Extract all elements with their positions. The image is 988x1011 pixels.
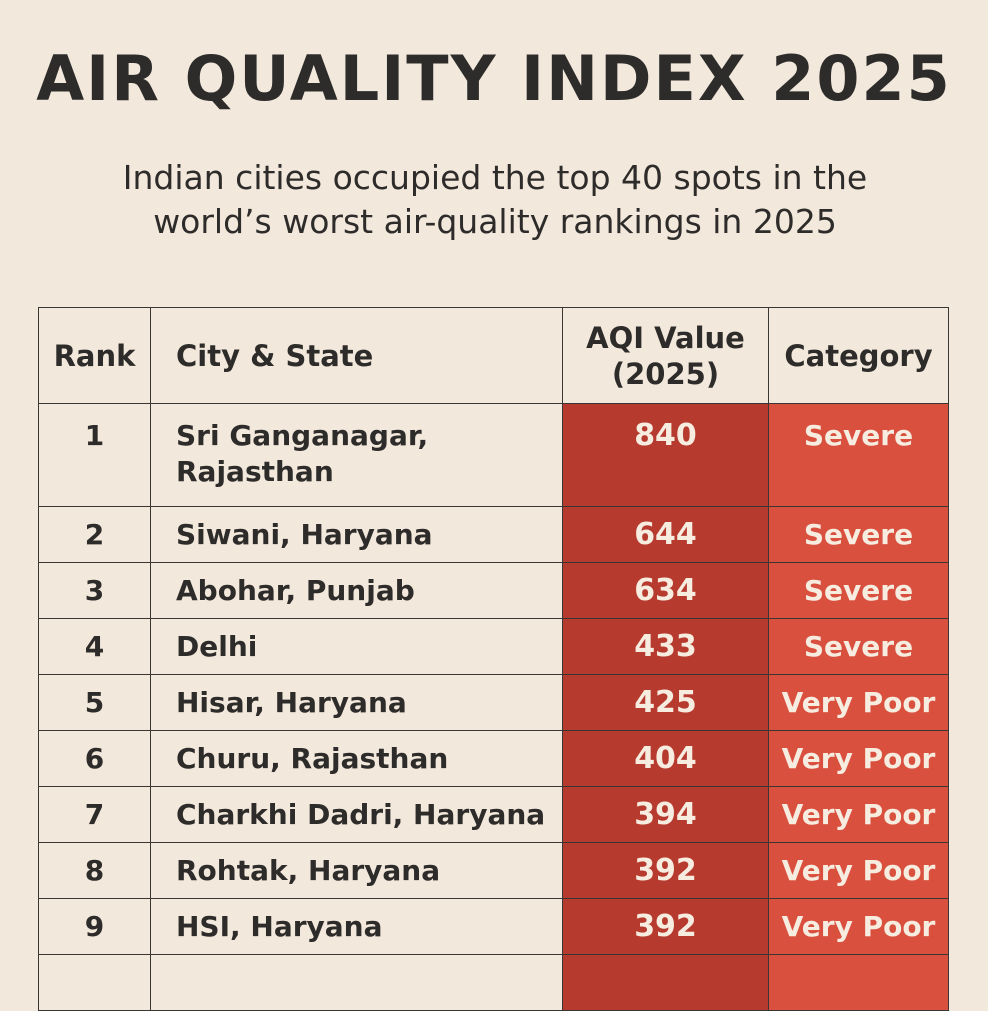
aqi-cell: 425 bbox=[562, 674, 769, 731]
aqi-cell: 394 bbox=[562, 786, 769, 843]
rank-cell: 3 bbox=[38, 562, 151, 619]
table-row: 4 Delhi 433 Severe bbox=[38, 618, 949, 675]
empty-cell bbox=[38, 954, 151, 1011]
aqi-cell: 433 bbox=[562, 618, 769, 675]
header-category: Category bbox=[768, 307, 949, 404]
empty-cell bbox=[150, 954, 563, 1011]
city-cell: Charkhi Dadri, Haryana bbox=[150, 786, 563, 843]
category-cell: Severe bbox=[768, 618, 949, 675]
table-row: 8 Rohtak, Haryana 392 Very Poor bbox=[38, 842, 949, 899]
table-row: 7 Charkhi Dadri, Haryana 394 Very Poor bbox=[38, 786, 949, 843]
city-cell: Churu, Rajasthan bbox=[150, 730, 563, 787]
rank-cell: 4 bbox=[38, 618, 151, 675]
city-cell: Siwani, Haryana bbox=[150, 506, 563, 563]
table-row: 2 Siwani, Haryana 644 Severe bbox=[38, 506, 949, 563]
category-cell: Very Poor bbox=[768, 674, 949, 731]
empty-cell bbox=[768, 954, 949, 1011]
category-cell: Severe bbox=[768, 403, 949, 507]
aqi-table: Rank City & State AQI Value (2025) Categ… bbox=[38, 307, 949, 1011]
rank-cell: 1 bbox=[38, 403, 151, 507]
header-city: City & State bbox=[150, 307, 563, 404]
category-cell: Very Poor bbox=[768, 842, 949, 899]
city-cell: Delhi bbox=[150, 618, 563, 675]
city-cell: HSI, Haryana bbox=[150, 898, 563, 955]
city-cell: Sri Ganganagar, Rajasthan bbox=[150, 403, 563, 507]
page-title: AIR QUALITY INDEX 2025 bbox=[36, 42, 952, 115]
rank-cell: 5 bbox=[38, 674, 151, 731]
table-row-partial bbox=[38, 954, 949, 1011]
header-aqi: AQI Value (2025) bbox=[562, 307, 769, 404]
aqi-cell: 840 bbox=[562, 403, 769, 507]
aqi-cell: 392 bbox=[562, 842, 769, 899]
city-cell: Abohar, Punjab bbox=[150, 562, 563, 619]
table-row: 5 Hisar, Haryana 425 Very Poor bbox=[38, 674, 949, 731]
category-cell: Severe bbox=[768, 562, 949, 619]
header-rank: Rank bbox=[38, 307, 151, 404]
rank-cell: 9 bbox=[38, 898, 151, 955]
aqi-cell: 644 bbox=[562, 506, 769, 563]
category-cell: Very Poor bbox=[768, 730, 949, 787]
rank-cell: 6 bbox=[38, 730, 151, 787]
table-row: 9 HSI, Haryana 392 Very Poor bbox=[38, 898, 949, 955]
city-cell: Hisar, Haryana bbox=[150, 674, 563, 731]
rank-cell: 7 bbox=[38, 786, 151, 843]
city-cell: Rohtak, Haryana bbox=[150, 842, 563, 899]
table-row: 3 Abohar, Punjab 634 Severe bbox=[38, 562, 949, 619]
rank-cell: 8 bbox=[38, 842, 151, 899]
category-cell: Severe bbox=[768, 506, 949, 563]
category-cell: Very Poor bbox=[768, 898, 949, 955]
empty-cell bbox=[562, 954, 769, 1011]
table-row: 6 Churu, Rajasthan 404 Very Poor bbox=[38, 730, 949, 787]
category-cell: Very Poor bbox=[768, 786, 949, 843]
table-row: 1 Sri Ganganagar, Rajasthan 840 Severe bbox=[38, 403, 949, 507]
aqi-cell: 392 bbox=[562, 898, 769, 955]
page-subtitle: Indian cities occupied the top 40 spots … bbox=[122, 158, 868, 241]
aqi-cell: 634 bbox=[562, 562, 769, 619]
aqi-cell: 404 bbox=[562, 730, 769, 787]
table-header-row: Rank City & State AQI Value (2025) Categ… bbox=[38, 307, 949, 404]
rank-cell: 2 bbox=[38, 506, 151, 563]
